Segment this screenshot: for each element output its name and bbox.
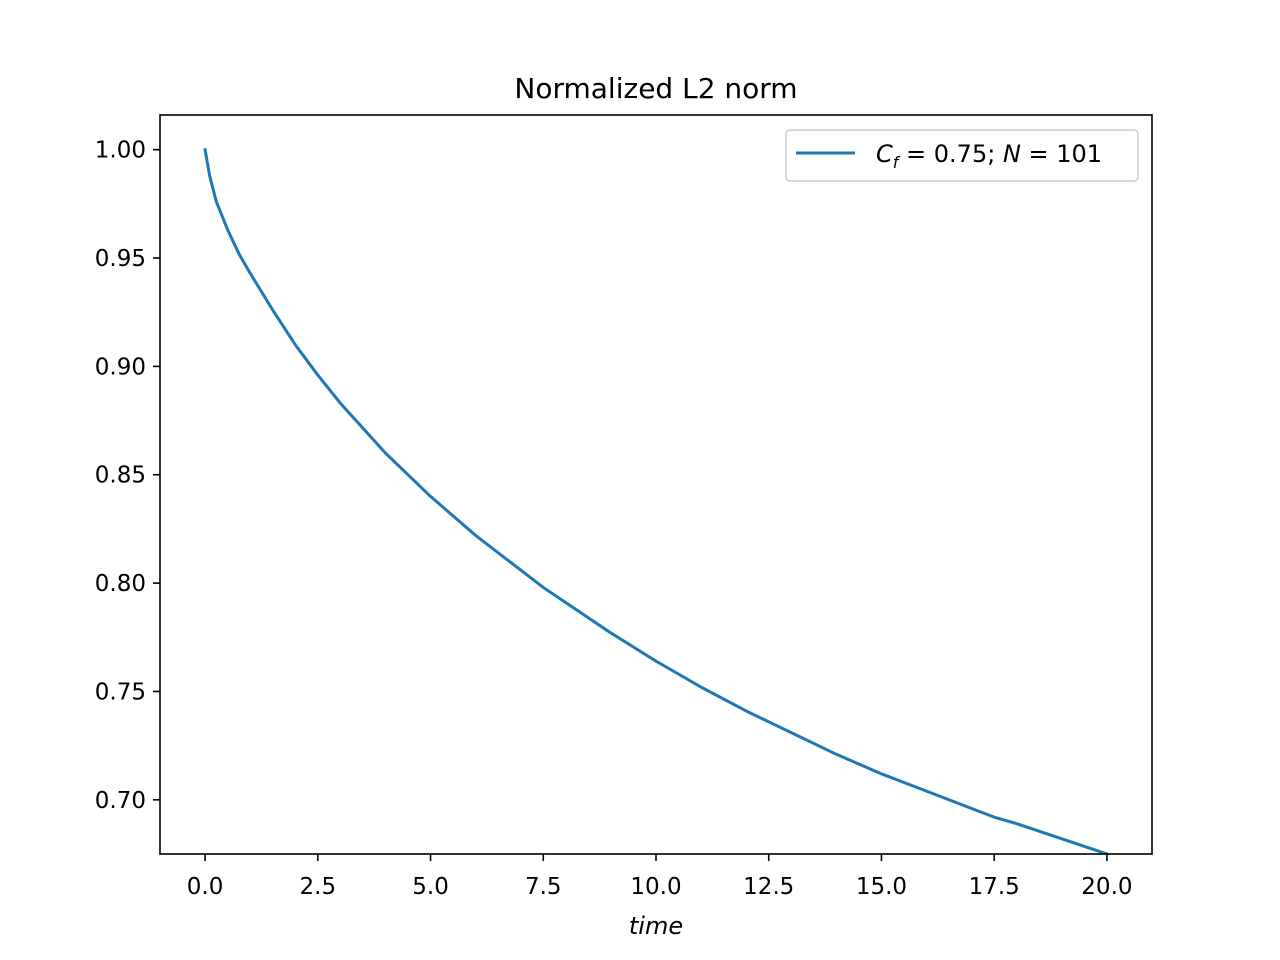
legend-cf-value: = 0.75; xyxy=(898,140,1003,168)
data-point xyxy=(655,660,657,662)
data-point xyxy=(790,731,792,733)
data-point xyxy=(880,773,882,775)
y-tick-label: 1.00 xyxy=(95,138,146,164)
data-point xyxy=(1061,838,1063,840)
series-line xyxy=(203,147,1109,856)
data-point xyxy=(238,253,240,255)
data-point xyxy=(768,721,770,723)
data-point xyxy=(835,753,837,755)
data-point xyxy=(993,816,995,818)
x-tick-label: 7.5 xyxy=(525,874,562,900)
x-axis-label: time xyxy=(629,912,683,940)
y-tick-label: 0.85 xyxy=(95,463,146,489)
data-point xyxy=(249,272,251,274)
data-point xyxy=(208,174,210,176)
legend-sub-f: f xyxy=(893,153,901,172)
data-point xyxy=(565,601,567,603)
data-point xyxy=(925,790,927,792)
x-tick-label: 12.5 xyxy=(743,874,794,900)
data-point xyxy=(520,569,522,571)
y-tick-label: 0.70 xyxy=(95,788,146,814)
data-point xyxy=(204,148,206,150)
data-point xyxy=(226,229,228,231)
legend-label: Cf = 0.75; N = 101 xyxy=(876,140,1102,172)
data-point xyxy=(384,452,386,454)
data-point xyxy=(542,586,544,588)
legend-n-value: = 101 xyxy=(1021,140,1102,168)
series-layer xyxy=(203,147,1109,856)
data-point xyxy=(215,200,217,202)
data-point xyxy=(429,495,431,497)
data-point xyxy=(317,374,319,376)
y-tick-label: 0.95 xyxy=(95,246,146,272)
x-tick-label: 0.0 xyxy=(187,874,224,900)
x-tick-label: 10.0 xyxy=(630,874,681,900)
data-point xyxy=(1016,822,1018,824)
data-point xyxy=(339,402,341,404)
plot-area-frame xyxy=(159,114,1153,855)
legend-box xyxy=(785,129,1139,182)
x-tick-label: 5.0 xyxy=(412,874,449,900)
y-tick-label: 0.75 xyxy=(95,679,146,705)
data-point xyxy=(745,710,747,712)
y-tick-label: 0.80 xyxy=(95,571,146,597)
data-point xyxy=(474,534,476,536)
x-tick-label: 20.0 xyxy=(1081,874,1132,900)
x-tick-label: 2.5 xyxy=(300,874,337,900)
data-point xyxy=(970,807,972,809)
legend-var-c: C xyxy=(876,140,893,168)
legend-var-n: N xyxy=(1003,140,1021,168)
data-point xyxy=(610,632,612,634)
axis-ticks: 0.0 2.5 5.0 7.5 10.0 12.5 15.0 17.5 20.0 0.70 0.75… xyxy=(95,138,1133,900)
data-point xyxy=(294,344,296,346)
x-tick-label: 15.0 xyxy=(856,874,907,900)
y-tick-label: 0.90 xyxy=(95,354,146,380)
x-tick-label: 17.5 xyxy=(969,874,1020,900)
data-point xyxy=(272,309,274,311)
legend: Cf = 0.75; N = 101 xyxy=(785,129,1139,182)
data-point xyxy=(700,686,702,688)
chart-title: Normalized L2 norm xyxy=(514,72,797,105)
